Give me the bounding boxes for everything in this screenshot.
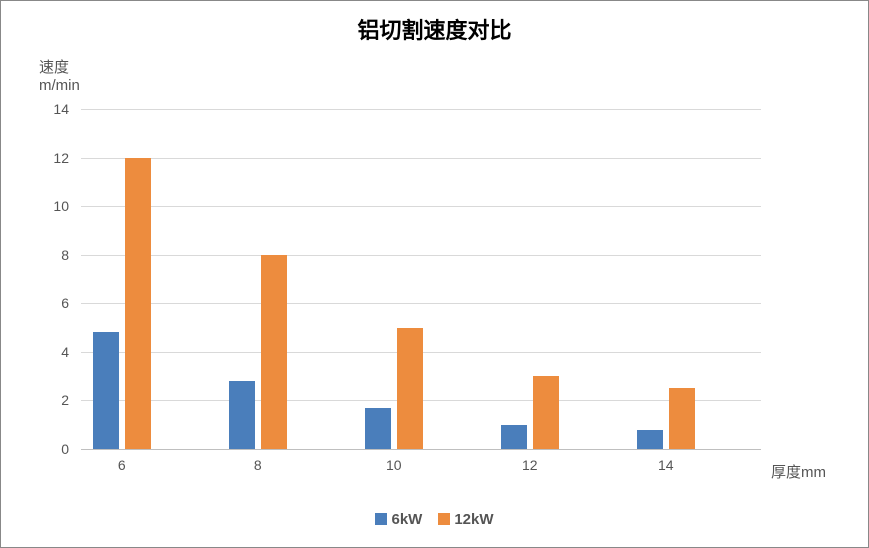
chart-frame: 铝切割速度对比 速度 m/min 厚度mm 024681012146810121… bbox=[0, 0, 869, 548]
gridline bbox=[81, 158, 761, 159]
legend-swatch bbox=[375, 513, 387, 525]
legend-label: 6kW bbox=[391, 511, 422, 528]
bar bbox=[125, 158, 151, 449]
gridline bbox=[81, 109, 761, 110]
y-tick-label: 10 bbox=[53, 198, 69, 214]
x-tick-label: 6 bbox=[118, 457, 126, 473]
y-tick-label: 6 bbox=[61, 295, 69, 311]
x-tick-label: 10 bbox=[386, 457, 402, 473]
legend-item: 12kW bbox=[438, 511, 493, 528]
y-axis-title: 速度 m/min bbox=[39, 59, 80, 95]
gridline bbox=[81, 206, 761, 207]
x-tick-label: 8 bbox=[254, 457, 262, 473]
bar bbox=[261, 255, 287, 449]
plot-area: 0246810121468101214 bbox=[81, 109, 761, 449]
y-tick-label: 0 bbox=[61, 441, 69, 457]
y-tick-label: 14 bbox=[53, 101, 69, 117]
bar bbox=[365, 408, 391, 449]
gridline bbox=[81, 303, 761, 304]
y-tick-label: 8 bbox=[61, 247, 69, 263]
legend: 6kW 12kW bbox=[1, 511, 868, 529]
legend-label: 12kW bbox=[454, 511, 493, 528]
legend-item: 6kW bbox=[375, 511, 422, 528]
x-tick-label: 14 bbox=[658, 457, 674, 473]
bar bbox=[669, 388, 695, 449]
y-tick-label: 12 bbox=[53, 150, 69, 166]
bar bbox=[533, 376, 559, 449]
bar bbox=[637, 430, 663, 449]
y-tick-label: 2 bbox=[61, 392, 69, 408]
chart-title: 铝切割速度对比 bbox=[1, 13, 868, 45]
legend-swatch bbox=[438, 513, 450, 525]
y-axis-title-line1: 速度 bbox=[39, 59, 80, 77]
x-tick-label: 12 bbox=[522, 457, 538, 473]
x-axis-title: 厚度mm bbox=[771, 461, 826, 482]
gridline bbox=[81, 255, 761, 256]
y-tick-label: 4 bbox=[61, 344, 69, 360]
bar bbox=[501, 425, 527, 449]
bar bbox=[93, 332, 119, 449]
bar bbox=[397, 328, 423, 449]
bar bbox=[229, 381, 255, 449]
y-axis-title-line2: m/min bbox=[39, 77, 80, 95]
gridline bbox=[81, 449, 761, 450]
